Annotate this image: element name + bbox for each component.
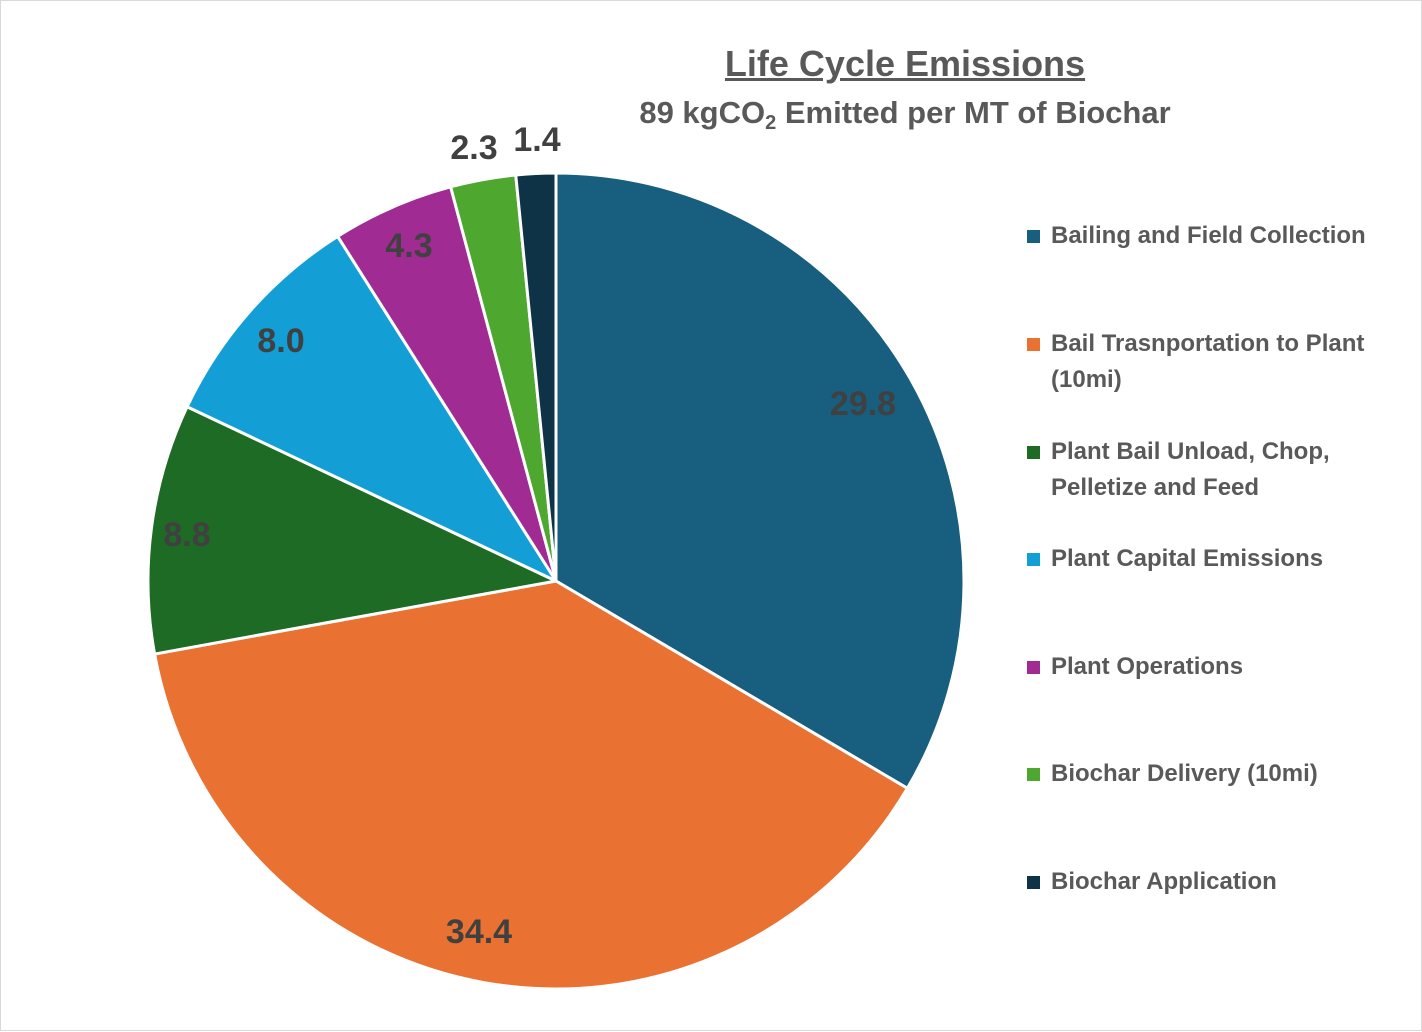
legend-label-3: Plant Capital Emissions [1051,545,1324,572]
data-label-6: 1.4 [513,121,560,159]
pie-slice-1 [153,579,909,991]
pie-slice-3 [185,234,558,583]
legend-label-5: Biochar Delivery (10mi) [1051,760,1318,787]
legend-swatch-3 [1027,553,1040,566]
legend-swatch-1 [1027,338,1040,351]
legend-item-1: Bail Trasnportation to Plant (10mi) [1027,326,1417,398]
data-label-2: 8.8 [163,516,210,554]
legend-swatch-5 [1027,768,1040,781]
legend-swatch-2 [1027,446,1040,459]
legend-swatch-0 [1027,230,1040,243]
legend-item-5: Biochar Delivery (10mi) [1027,756,1417,792]
legend-item-4: Plant Operations [1027,649,1417,685]
subtitle-suffix: Emitted per MT of Biochar [776,95,1171,130]
legend-swatch-4 [1027,661,1040,674]
chart-title: Life Cycle Emissions [724,43,1086,84]
legend-label-6: Biochar Application [1051,868,1277,895]
legend-item-2: Plant Bail Unload, Chop, Pelletize and F… [1027,434,1417,506]
data-label-5: 2.3 [450,129,497,167]
legend-item-6: Biochar Application [1027,864,1417,900]
data-label-0: 29.8 [830,385,896,423]
pie-slice-2 [146,405,558,656]
pie-slice-0 [554,171,966,790]
subtitle-subscript: 2 [765,112,777,134]
subtitle-prefix: 89 kgCO [639,95,766,130]
legend-label-1: Bail Trasnportation to Plant (10mi) [1051,330,1365,393]
data-label-4: 4.3 [385,227,432,265]
legend-item-3: Plant Capital Emissions [1027,541,1417,577]
pie-slice-6 [514,171,558,583]
data-label-1: 34.4 [446,913,512,951]
data-label-3: 8.0 [257,322,304,360]
legend-item-0: Bailing and Field Collection [1027,218,1417,254]
chart-subtitle: 89 kgCO2 Emitted per MT of Biochar [639,95,1170,135]
legend-label-0: Bailing and Field Collection [1051,222,1366,249]
legend-label-4: Plant Operations [1051,653,1244,680]
legend-label-2: Plant Bail Unload, Chop, Pelletize and F… [1051,438,1330,501]
legend-swatch-6 [1027,876,1040,889]
